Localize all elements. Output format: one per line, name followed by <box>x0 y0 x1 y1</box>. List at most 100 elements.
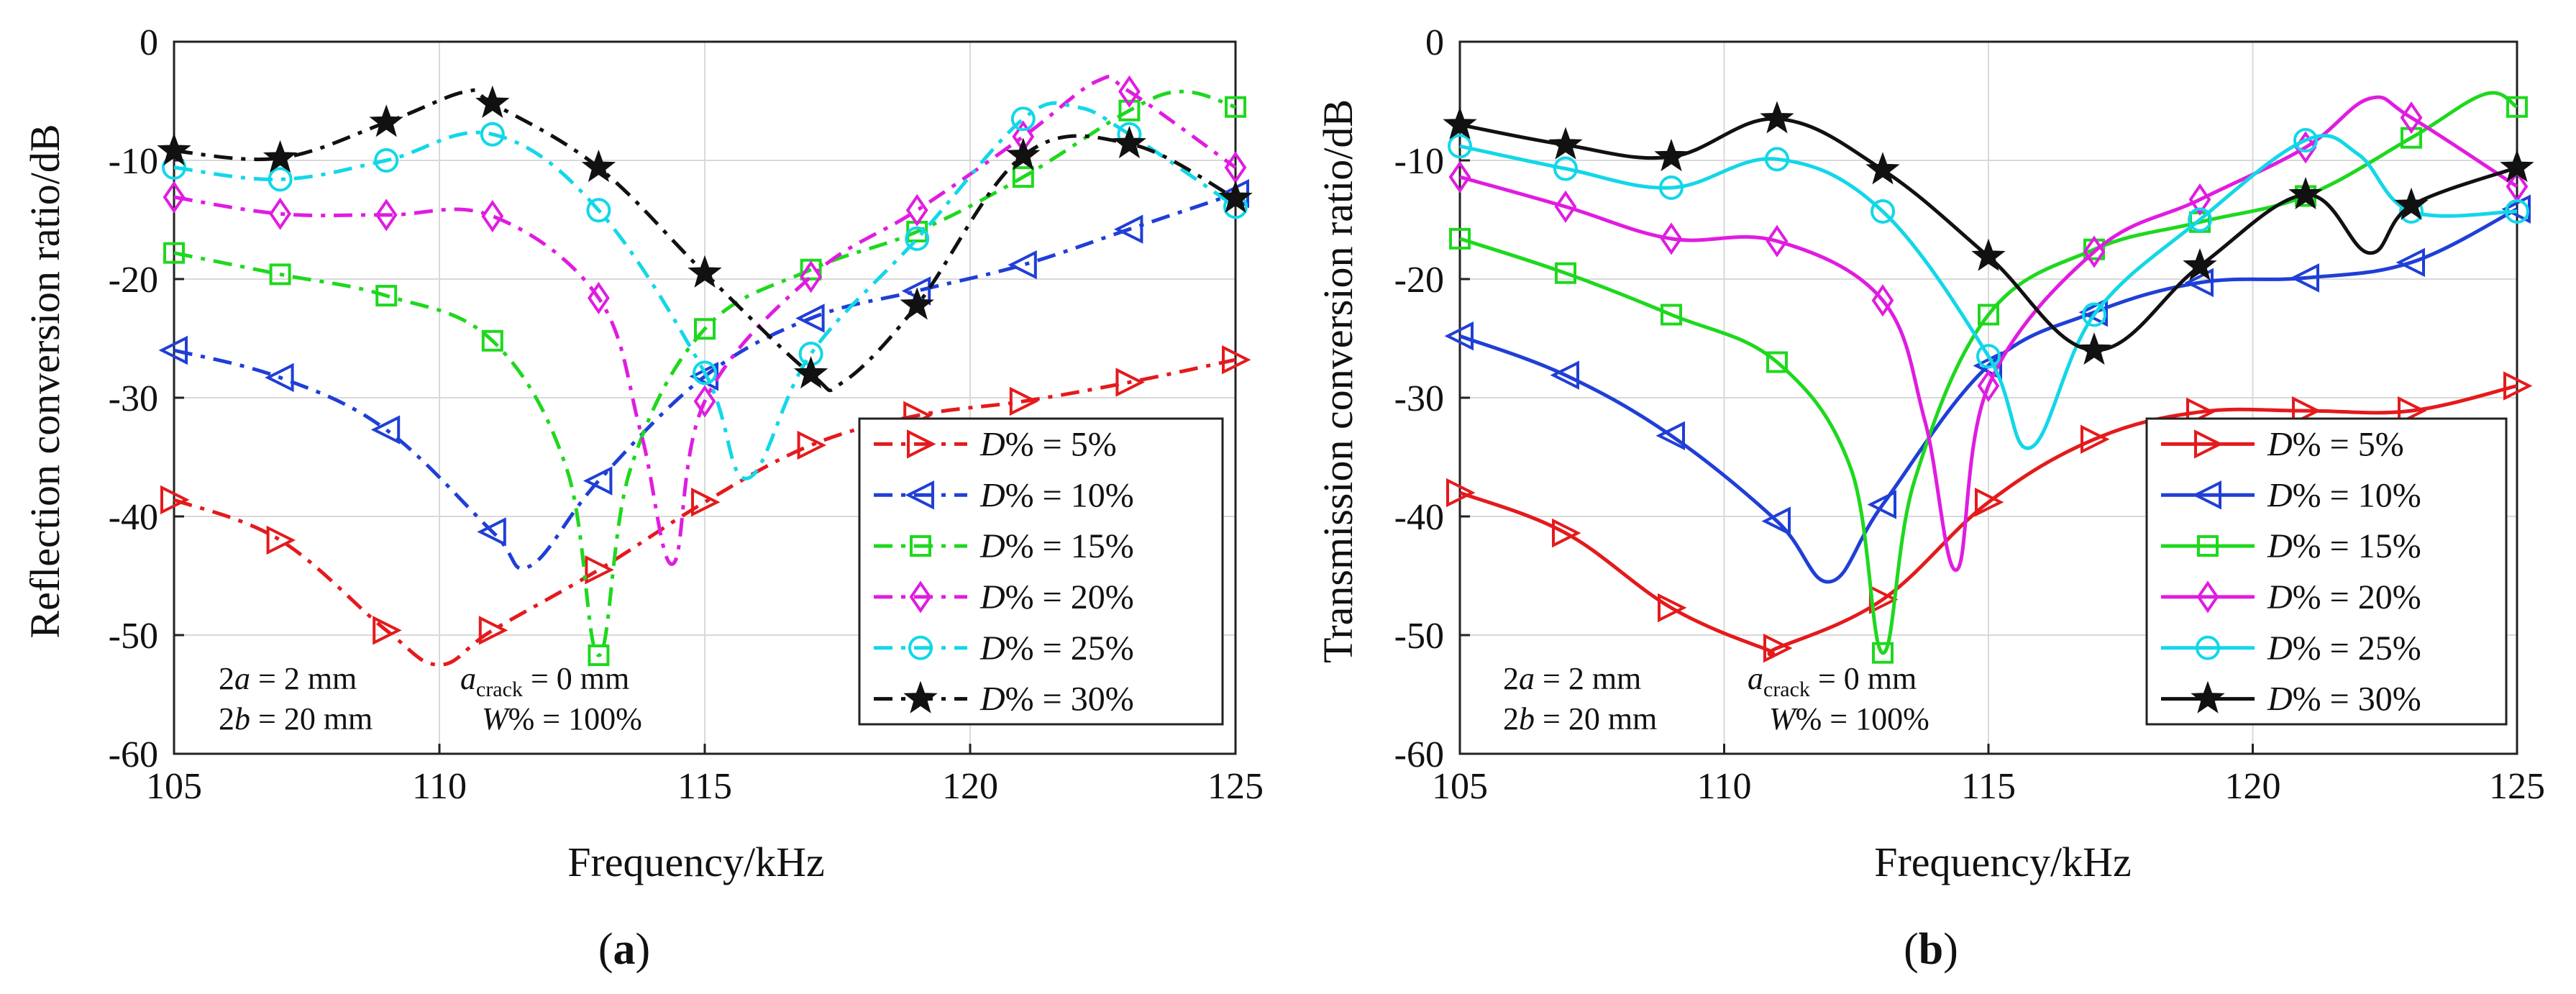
legend-marker-b-2 <box>2197 535 2219 557</box>
series-line-a-3 <box>173 75 1237 566</box>
marker-a-4-4 <box>586 198 611 223</box>
legend-label-a-1: D% = 10% <box>979 476 1134 514</box>
legend-box-b <box>2145 417 2508 726</box>
marker-a-3-0 <box>163 181 186 214</box>
legend-label-a-5: D% = 30% <box>979 680 1134 719</box>
marker-a-4-3 <box>480 122 505 147</box>
legend-label-a-0: D% = 5% <box>979 425 1117 463</box>
marker-b-3-5 <box>1977 369 2000 403</box>
series-b-1 <box>1444 194 2531 584</box>
x-tick-label-b-3: 120 <box>2225 766 2281 807</box>
marker-b-5-1 <box>1548 127 1583 160</box>
marker-a-3-6 <box>800 260 823 293</box>
marker-b-2-2 <box>1661 304 1682 326</box>
y-tick-label-a-5: -50 <box>109 616 158 657</box>
marker-a-4-7 <box>905 226 930 251</box>
marker-a-5-4 <box>581 149 616 183</box>
legend-marker-a-0 <box>907 429 936 459</box>
marker-a-1-2 <box>370 415 401 444</box>
marker-b-1-0 <box>1444 321 1474 351</box>
series-b-5 <box>1443 101 2534 365</box>
marker-b-0-9 <box>2398 396 2427 426</box>
legend-label-a-2: D% = 15% <box>979 527 1134 565</box>
legend-marker-b-4 <box>2196 635 2220 660</box>
marker-a-0-4 <box>585 555 614 585</box>
x-tick-label-b-1: 110 <box>1696 766 1751 807</box>
marker-b-4-6 <box>2082 302 2106 327</box>
marker-a-2-8 <box>1012 166 1034 188</box>
marker-b-5-6 <box>2077 332 2111 365</box>
x-tick-label-a-3: 120 <box>942 766 998 807</box>
marker-b-3-6 <box>2083 235 2106 268</box>
series-a-5 <box>157 85 1253 393</box>
marker-b-0-1 <box>1552 518 1581 548</box>
marker-b-1-8 <box>2290 263 2319 293</box>
marker-a-3-9 <box>1118 75 1141 108</box>
legend-marker-a-1 <box>905 480 934 510</box>
marker-a-2-4 <box>588 644 610 667</box>
marker-b-2-1 <box>1555 262 1576 284</box>
annotation-2b-b: 2b = 20 mm <box>1503 701 1657 737</box>
marker-a-0-8 <box>1009 386 1039 416</box>
legend-label-b-5: D% = 30% <box>2267 680 2421 719</box>
plot-area-b: 105 110 115 120 125 0 -10 -20 -30 -40 -50 -60 2a = … <box>1394 22 2545 807</box>
marker-a-4-8 <box>1010 106 1036 132</box>
legend-marker-b-0 <box>2194 429 2224 459</box>
y-tick-label-b-3: -30 <box>1394 378 1444 419</box>
marker-a-4-5 <box>693 360 717 386</box>
marker-b-5-9 <box>2394 187 2429 220</box>
marker-b-0-3 <box>1763 633 1793 663</box>
legend-label-b-0: D% = 5% <box>2267 425 2404 463</box>
y-tick-label-b-6: -60 <box>1394 734 1444 775</box>
ylabel-b: Transmission conversion ratio/dB <box>1315 99 1361 663</box>
marker-a-2-2 <box>375 285 398 307</box>
marker-a-3-1 <box>269 197 292 230</box>
plot-area-a: 105 110 115 120 125 0 -10 -20 -30 -40 -50 -60 2a = … <box>109 22 1264 807</box>
annotation-2a-b: 2a = 2 mm <box>1503 661 1641 696</box>
y-tick-label-a-3: -30 <box>109 378 158 419</box>
series-b-3 <box>1448 95 2529 572</box>
series-b-4 <box>1448 127 2529 450</box>
marker-a-1-8 <box>1008 250 1037 280</box>
marker-b-4-4 <box>1871 199 1895 224</box>
marker-b-1-1 <box>1550 360 1579 390</box>
marker-a-0-3 <box>478 616 508 645</box>
marker-a-2-3 <box>481 329 503 352</box>
panel-a: Reflection conversion ratio/dB Frequency… <box>22 22 1264 974</box>
annotation-w-a: W% = 100% <box>482 701 642 737</box>
marker-a-0-9 <box>1115 368 1145 397</box>
annotation-geometry-a: 2a = 2 mm 2b = 20 mm <box>219 661 373 737</box>
series-line-a-1 <box>173 191 1236 571</box>
annotation-crack-b: acrack = 0 mm W% = 100% <box>1748 661 1929 737</box>
marker-a-0-2 <box>373 616 402 645</box>
marker-b-0-8 <box>2292 396 2321 426</box>
marker-b-3-4 <box>1871 284 1894 317</box>
marker-a-5-2 <box>369 104 403 137</box>
series-line-b-4 <box>1459 134 2518 450</box>
marker-a-0-0 <box>160 485 190 515</box>
series-line-a-4 <box>173 101 1237 480</box>
marker-a-1-9 <box>1113 214 1143 244</box>
marker-a-5-3 <box>475 85 510 118</box>
marker-b-0-2 <box>1658 593 1687 623</box>
marker-b-5-3 <box>1760 101 1794 134</box>
marker-b-1-3 <box>1761 506 1791 536</box>
ylabel-a: Reflection conversion ratio/dB <box>22 124 68 638</box>
marker-a-3-4 <box>587 281 610 314</box>
marker-b-2-4 <box>1872 642 1894 664</box>
annotation-geometry-b: 2a = 2 mm 2b = 20 mm <box>1503 661 1657 737</box>
marker-b-4-3 <box>1765 147 1789 172</box>
marker-a-2-5 <box>694 318 716 340</box>
series-b <box>1443 91 2534 664</box>
ticks-a: 105 110 115 120 125 0 -10 -20 -30 -40 -50 -60 <box>109 22 1264 807</box>
marker-a-1-0 <box>158 335 188 365</box>
marker-b-3-7 <box>2188 183 2211 216</box>
y-tick-label-a-0: 0 <box>140 22 158 63</box>
marker-b-1-4 <box>1867 490 1896 519</box>
marker-b-2-5 <box>1978 304 1999 326</box>
marker-a-5-8 <box>1006 137 1041 170</box>
marker-a-5-5 <box>688 255 722 288</box>
marker-b-2-0 <box>1449 227 1471 250</box>
marker-b-1-2 <box>1655 421 1685 451</box>
marker-b-5-8 <box>2288 176 2323 209</box>
